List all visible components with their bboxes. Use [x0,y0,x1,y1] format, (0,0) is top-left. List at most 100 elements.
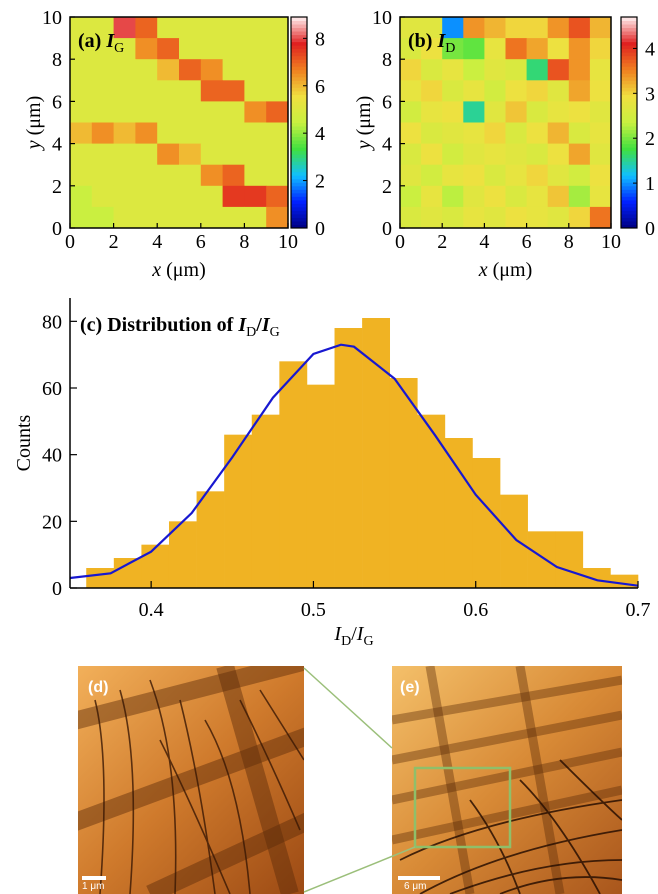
colorbar-segment [621,101,637,106]
heatmap-cell [589,122,612,144]
colorbar-segment [291,220,307,225]
text-part: (μm) [353,96,375,136]
colorbar-segment [291,182,307,187]
x-tick-label: 4 [152,231,162,253]
heatmap-cell [135,80,158,102]
heatmap-cell [526,101,549,123]
colorbar-segment [291,189,307,194]
colorbar-segment [291,17,307,22]
heatmap-cell [547,122,570,144]
text-part: (μm) [493,259,533,281]
heatmap-cell [421,17,443,39]
scale-bar-label: 6 μm [404,881,426,892]
heatmap-cell [526,143,549,166]
colorbar-segment [291,118,307,123]
colorbar-segment [621,59,637,64]
heatmap-cell [200,17,223,39]
colorbar-segment [621,213,637,218]
heatmap-cell [484,101,506,123]
zoom-box [413,766,512,849]
colorbar-segment [621,143,637,148]
heatmap-cell [568,122,591,144]
colorbar-segment [621,189,637,194]
heatmap-cell [244,206,267,229]
histogram-bar [196,491,225,588]
heatmap-cell [244,143,267,166]
x-tick-label: 0.6 [463,599,488,621]
heatmap-cell [421,143,443,166]
heatmap-cell [505,122,527,144]
heatmap-cell [266,185,289,208]
heatmap-cell [547,59,570,81]
heatmap-cell [266,38,289,60]
colorbar-segment [291,168,307,173]
plot-frame [69,16,289,229]
colorbar-segment [621,171,637,176]
heatmap-cell [547,17,570,39]
heatmap-cell [179,206,202,229]
colorbar-segment [621,154,637,159]
histogram-bar [417,414,446,588]
heatmap-cell [91,17,114,39]
heatmap-cell [484,59,506,81]
text-part: x [151,259,161,281]
heatmap-cell [442,59,464,81]
heatmap-cell [244,101,267,123]
heatmap-cell [200,185,223,208]
colorbar-segment [621,147,637,152]
heatmap-cell [244,80,267,102]
heatmap-cell [589,17,612,39]
heatmap-cell [135,122,158,144]
heatmap-cell [463,164,485,187]
heatmap-cell [568,185,591,208]
heatmap-cell [244,59,267,81]
heatmap-cell [244,185,267,208]
text-part: I [261,314,271,336]
heatmap-cell [113,80,136,102]
heatmap-cell [484,206,506,229]
heatmap-cell [568,80,591,102]
histogram-bar [141,544,170,588]
colorbar-segment [621,140,637,145]
colorbar-segment [291,94,307,99]
heatmap-cell [70,17,93,39]
text-part: y [23,140,45,151]
heatmap-cell [135,206,158,229]
histogram-bar [527,531,556,588]
heatmap-cell [547,164,570,187]
heatmap-cell [526,38,549,60]
colorbar-segment [291,34,307,39]
x-tick-label: 0.5 [301,599,326,621]
heatmap-cell [222,143,245,166]
histogram-bar [168,521,197,588]
y-tick-label: 2 [382,176,392,198]
heatmap-cell [484,80,506,102]
heatmap-cell [421,38,443,60]
heatmap-cell [266,80,289,102]
afm-image-d [78,666,304,894]
heatmap-cell [400,143,422,166]
colorbar-segment [291,178,307,183]
heatmap-cell [463,80,485,102]
colorbar-segment [621,94,637,99]
colorbar-segment [291,185,307,190]
colorbar-tick-label: 8 [315,28,325,50]
colorbar-segment [291,192,307,197]
panel-title: (a) IG [78,30,124,56]
heatmap-cell [400,38,422,60]
heatmap-cell [484,122,506,144]
colorbar-tick-label: 4 [315,123,325,145]
scale-bar [82,876,106,880]
y-tick-label: 6 [52,91,62,113]
heatmap-cell [222,80,245,102]
colorbar-frame [620,16,638,229]
heatmap-cell [400,101,422,123]
heatmap-cell [526,59,549,81]
heatmap-cell [421,206,443,229]
heatmap-cell [200,122,223,144]
heatmap-cell [222,101,245,123]
heatmap-cell [400,164,422,187]
y-tick-label: 4 [52,134,62,156]
heatmap-cell [266,164,289,187]
heatmap-cell [463,206,485,229]
